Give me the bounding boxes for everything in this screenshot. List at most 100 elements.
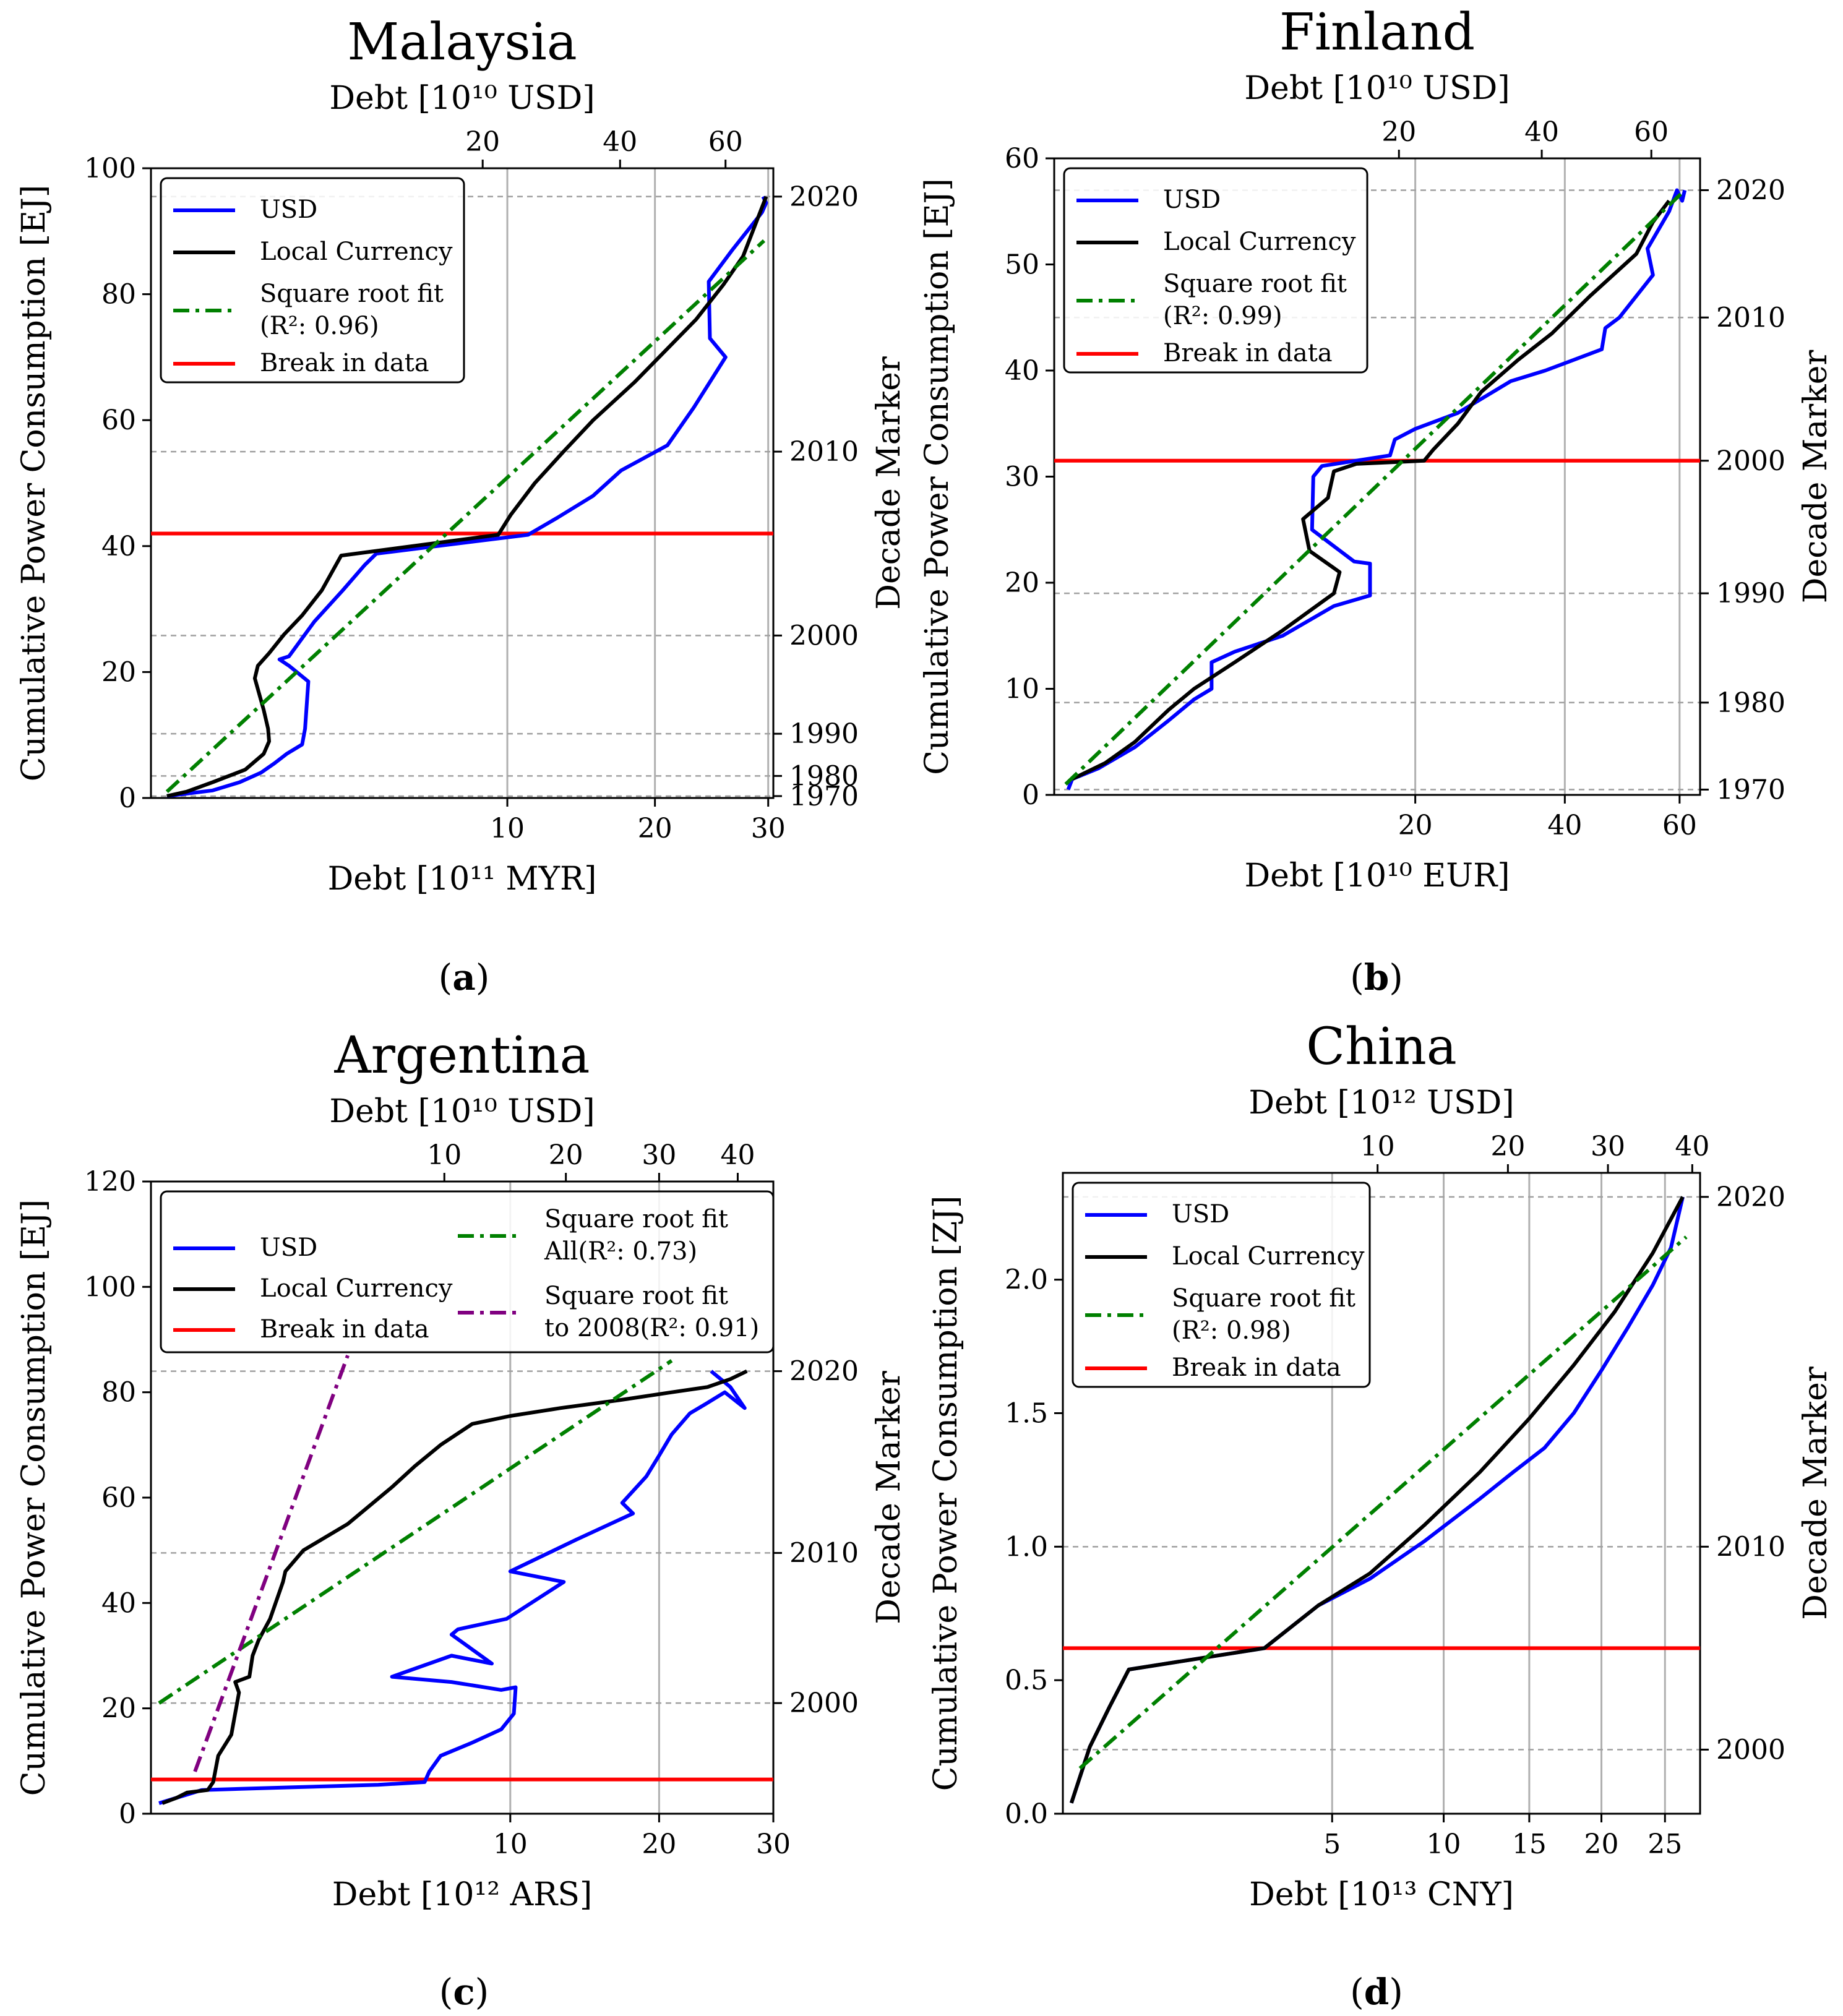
series-fit-line	[158, 1359, 673, 1705]
legend-label: Break in data	[260, 349, 429, 377]
top-x-axis-label: Debt [10¹⁰ USD]	[1244, 70, 1510, 107]
series-local-line	[161, 1369, 748, 1805]
top-x-tick-label: 20	[465, 126, 500, 158]
x-tick-label: 20	[1584, 1829, 1619, 1860]
plot-frame	[1062, 1172, 1701, 1815]
panel-tag: (a)	[439, 956, 490, 998]
series-local-line	[1071, 199, 1671, 781]
series-usd-line	[158, 1370, 747, 1805]
top-x-tick-label: 30	[642, 1139, 676, 1171]
panel-title: Finland	[1279, 3, 1475, 62]
y-tick-label: 30	[1005, 461, 1039, 493]
x-tick-label: 10	[490, 813, 525, 844]
legend-label: to 2008(R²: 0.91)	[544, 1314, 759, 1342]
decade-tick-label: 2010	[1716, 302, 1785, 333]
x-tick-label: 10	[493, 1829, 528, 1860]
y-axis-label: Cumulative Power Consumption [EJ]	[15, 185, 53, 781]
x-tick-label: 10	[1427, 1829, 1461, 1860]
panel-argentina: 10 20 30 10 20 30 40 0 20 40 60 80 100 120 2000 2010 202…	[15, 1026, 908, 2013]
panel-finland: 20 40 60 20 40 60 0 10 20 30 40 50 60 1970 1980 1990 200…	[919, 3, 1834, 998]
x-axis-label: Debt [10¹¹ MYR]	[328, 860, 597, 898]
x-tick-label: 20	[638, 813, 672, 844]
legend: USD Local Currency Square root fit (R²: 0.9…	[160, 177, 465, 384]
plot-area	[1063, 1196, 1700, 1804]
series-fit-line	[1078, 1235, 1688, 1770]
x-tick-label: 25	[1648, 1829, 1682, 1860]
top-x-axis-label: Debt [10¹² USD]	[1248, 1084, 1514, 1122]
top-x-tick-label: 10	[427, 1139, 462, 1171]
legend-label: USD	[1172, 1200, 1229, 1229]
legend-label: Square root fit	[260, 280, 444, 308]
plot-frame	[150, 167, 775, 799]
decade-axis-label: Decade Marker	[870, 356, 908, 610]
x-axis-label: Debt [10¹⁰ EUR]	[1244, 857, 1510, 894]
plot-area	[151, 1355, 773, 1805]
x-tick-label: 5	[1323, 1829, 1341, 1860]
decade-tick-label: 1980	[1716, 687, 1785, 719]
legend-box	[1063, 167, 1368, 374]
top-x-tick-label: 60	[1634, 116, 1669, 148]
decade-tick-label: 1990	[1716, 578, 1785, 609]
plot-area	[1054, 188, 1700, 791]
series-fit-line	[1064, 189, 1686, 786]
y-axis-label: Cumulative Power Consumption [EJ]	[919, 178, 956, 774]
legend-label: Break in data	[1163, 339, 1333, 367]
y-axis-label: Cumulative Power Consumption [ZJ]	[927, 1196, 964, 1791]
y-tick-label: 0	[119, 783, 136, 814]
legend-label: Square root fit	[544, 1205, 728, 1233]
y-tick-label: 100	[84, 153, 136, 184]
x-tick-label: 30	[751, 813, 786, 844]
plot-area	[151, 195, 773, 798]
decade-tick-label: 2010	[1716, 1531, 1785, 1563]
top-x-tick-label: 10	[1360, 1131, 1395, 1162]
legend-label: Local Currency	[1163, 228, 1356, 256]
legend: USD Local Currency Square root fit (R²: 0.9…	[1063, 167, 1368, 374]
decade-tick-label: 2000	[1716, 445, 1785, 477]
x-tick-label: 20	[642, 1829, 676, 1860]
legend-box	[1072, 1182, 1371, 1388]
y-tick-label: 40	[101, 1587, 136, 1619]
decade-axis-label: Decade Marker	[1797, 1366, 1834, 1620]
decade-tick-label: 2020	[1716, 174, 1785, 206]
series-fit2008-line	[193, 1355, 350, 1772]
y-tick-label: 1.0	[1005, 1531, 1048, 1563]
legend-label: All(R²: 0.73)	[544, 1237, 697, 1266]
decade-tick-label: 2000	[789, 620, 859, 651]
legend-label: USD	[260, 1233, 317, 1262]
legend: USD Local Currency Square root fit (R²: 0.9…	[1072, 1182, 1371, 1388]
series-usd-line	[166, 195, 768, 798]
legend-label: Break in data	[260, 1315, 429, 1344]
panel-tag: (c)	[439, 1971, 489, 2013]
decade-tick-label: 2010	[789, 1537, 859, 1569]
legend-label: Square root fit	[1163, 270, 1347, 298]
y-axis-label: Cumulative Power Consumption [EJ]	[15, 1199, 53, 1796]
legend-box	[160, 177, 465, 384]
y-tick-label: 100	[84, 1271, 136, 1303]
legend-label: Break in data	[1172, 1353, 1341, 1382]
decade-tick-label: 1970	[789, 781, 859, 812]
series-local-line	[1069, 1196, 1685, 1804]
decade-tick-label: 2010	[789, 436, 859, 468]
y-tick-label: 20	[101, 656, 136, 688]
top-x-axis-label: Debt [10¹⁰ USD]	[329, 1093, 595, 1130]
series-usd-line	[1066, 188, 1687, 791]
legend: USD Local Currency Break in data Square roo…	[160, 1190, 775, 1353]
legend-label: USD	[260, 195, 317, 224]
decade-tick-label: 1980	[789, 760, 859, 792]
y-tick-label: 10	[1005, 674, 1039, 705]
top-x-tick-label: 40	[1675, 1131, 1709, 1162]
y-tick-label: 0.0	[1005, 1798, 1048, 1830]
y-tick-label: 0	[119, 1798, 136, 1830]
y-tick-label: 60	[101, 405, 136, 436]
decade-tick-label: 2020	[789, 1356, 859, 1388]
decade-tick-label: 1970	[1716, 774, 1785, 805]
top-x-axis-label: Debt [10¹⁰ USD]	[329, 80, 595, 117]
panel-title: China	[1306, 1018, 1456, 1076]
panel-title: Argentina	[333, 1026, 590, 1085]
y-tick-label: 50	[1005, 249, 1039, 281]
decade-axis-label: Decade Marker	[1797, 350, 1834, 604]
top-x-tick-label: 30	[1591, 1131, 1625, 1162]
legend-label: Square root fit	[544, 1282, 728, 1310]
